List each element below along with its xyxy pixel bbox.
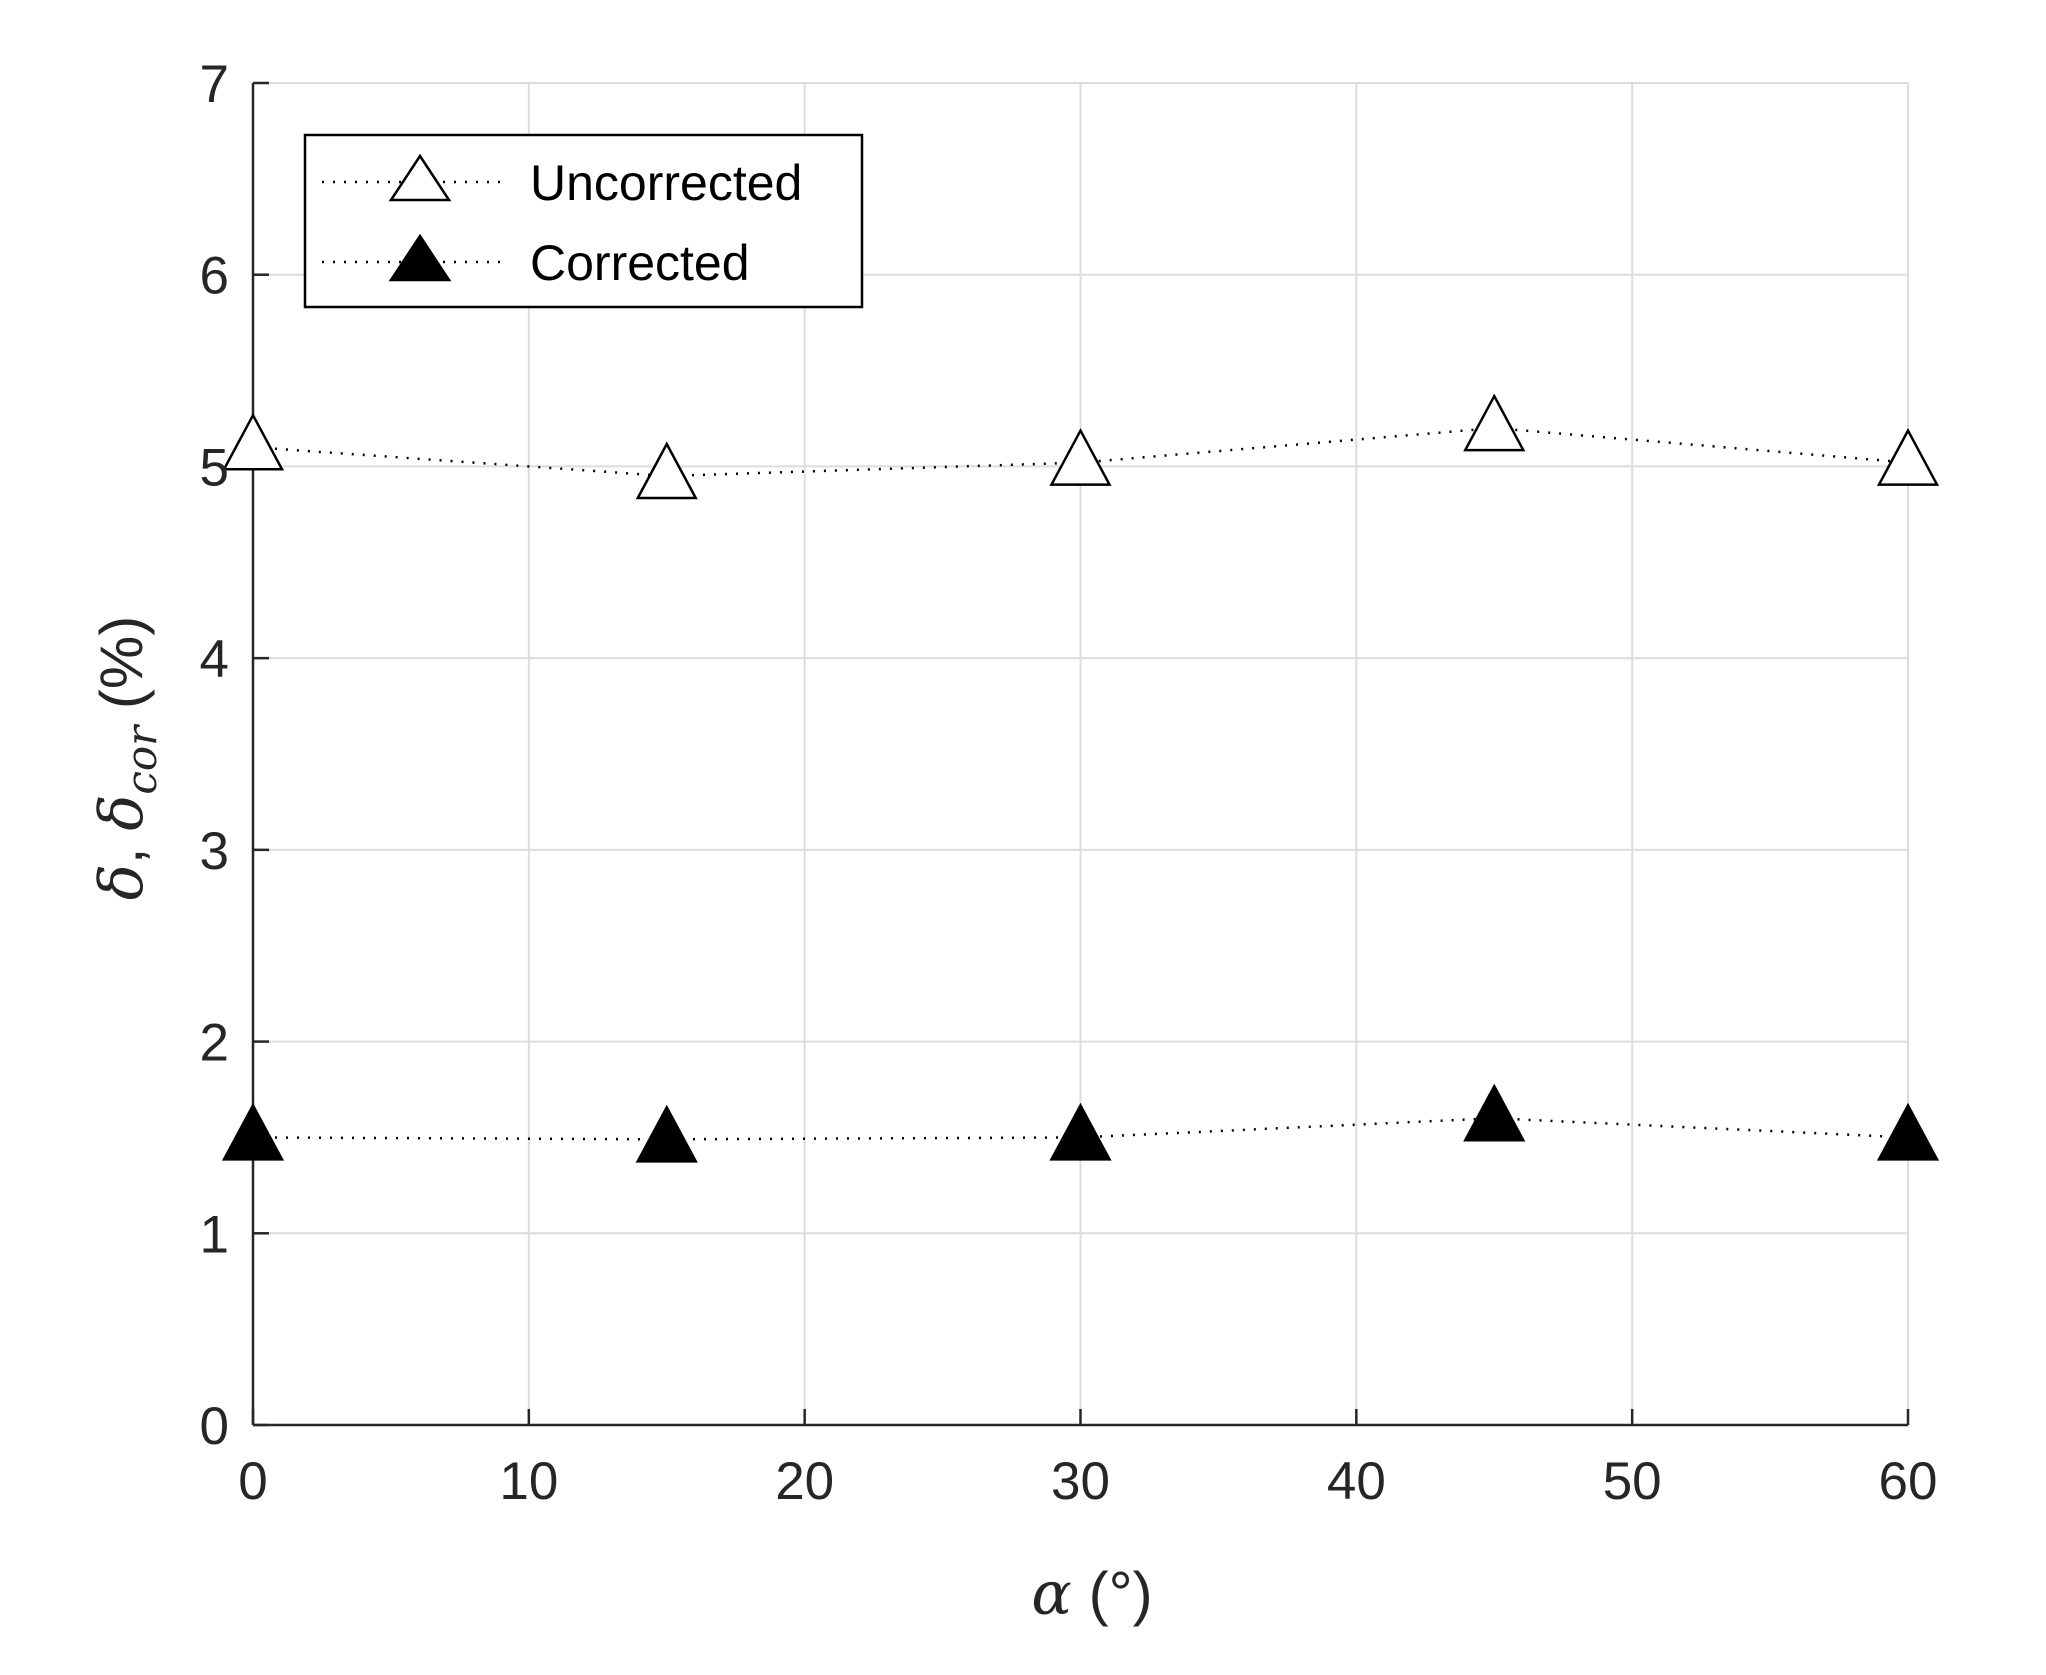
y-tick-label: 5 [200, 438, 229, 497]
series-line-uncorrected [252, 426, 1909, 478]
y-tick-label: 4 [200, 630, 229, 689]
y-tick-label: 0 [200, 1397, 229, 1456]
y-tick-label: 7 [200, 55, 229, 114]
x-tick-label: 50 [1603, 1452, 1662, 1511]
data-point-uncorrected [1463, 393, 1526, 452]
legend-item-corrected: Corrected [322, 233, 750, 291]
data-point-uncorrected [635, 441, 698, 500]
series-lines [252, 426, 1909, 1141]
data-point-uncorrected [1876, 427, 1940, 486]
data-markers [221, 393, 1940, 1163]
y-tick-label: 6 [200, 247, 229, 306]
data-point-uncorrected [221, 412, 285, 471]
data-point-uncorrected [1049, 427, 1112, 486]
data-point-corrected [1463, 1083, 1526, 1142]
data-point-corrected [635, 1104, 698, 1163]
data-point-corrected [1049, 1102, 1112, 1161]
legend-label-uncorrected: Uncorrected [530, 155, 802, 211]
legend: Uncorrected Corrected [303, 133, 864, 309]
x-tick-label: 20 [775, 1452, 834, 1511]
data-point-corrected [221, 1102, 285, 1161]
y-tick-label: 3 [200, 822, 229, 881]
legend-label-corrected: Corrected [530, 235, 750, 291]
x-tick-label: 10 [499, 1452, 558, 1511]
legend-marker-corrected [388, 233, 452, 282]
series-line-corrected [252, 1117, 1909, 1141]
x-tick-label: 40 [1327, 1452, 1386, 1511]
y-axis-label: δ, δcor (%) [87, 616, 166, 900]
legend-marker-uncorrected [388, 153, 452, 202]
x-tick-label: 60 [1879, 1452, 1938, 1511]
x-tick-label: 0 [238, 1452, 267, 1511]
axes [251, 81, 1910, 1427]
tick-labels: 0 10 20 30 40 50 60 0 1 2 3 4 5 6 7 [200, 55, 1938, 1511]
x-tick-label: 30 [1051, 1452, 1110, 1511]
y-tick-label: 2 [200, 1014, 229, 1073]
y-tick-label: 1 [200, 1205, 229, 1264]
x-axis-label: α (°) [1031, 1559, 1152, 1629]
legend-item-uncorrected: Uncorrected [322, 153, 802, 211]
data-point-corrected [1876, 1102, 1940, 1161]
